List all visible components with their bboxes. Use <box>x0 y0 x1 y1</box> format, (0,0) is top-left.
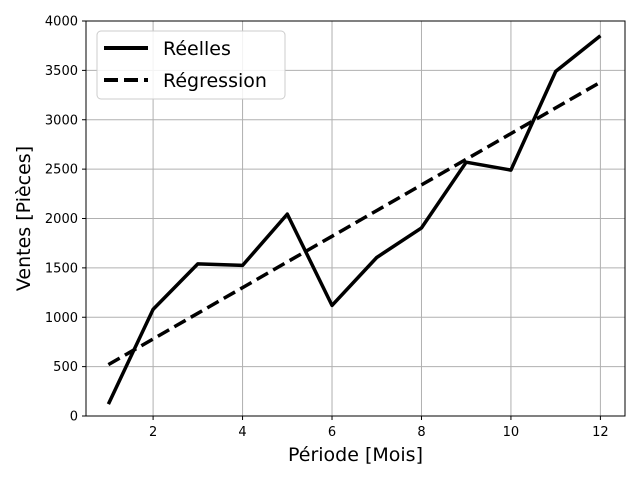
y-tick-label: 1500 <box>45 261 78 276</box>
legend-label-regression: Régression <box>163 70 267 92</box>
x-tick-label: 12 <box>592 425 609 440</box>
legend-label-reelles: Réelles <box>163 38 231 60</box>
y-tick-label: 3500 <box>45 64 78 79</box>
y-axis-ticks: 0 500 1000 1500 2000 2500 3000 3500 4000 <box>45 15 86 425</box>
series-line-regression <box>107 80 602 367</box>
y-tick-label: 4000 <box>45 15 78 30</box>
y-tick-label: 3000 <box>45 113 78 128</box>
x-axis-ticks: 2 4 6 8 10 12 <box>149 416 609 440</box>
x-tick-label: 4 <box>238 425 246 440</box>
y-axis-label: Ventes [Pièces] <box>13 146 35 291</box>
x-tick-label: 10 <box>503 425 520 440</box>
legend: Réelles Régression <box>96 30 286 100</box>
y-tick-label: 500 <box>53 360 78 375</box>
x-tick-label: 8 <box>417 425 425 440</box>
y-tick-label: 0 <box>70 410 78 425</box>
y-tick-label: 2500 <box>45 163 78 178</box>
x-tick-label: 6 <box>328 425 336 440</box>
series-lines <box>106 34 602 405</box>
x-axis-label: Période [Mois] <box>288 444 423 466</box>
y-tick-label: 2000 <box>45 212 78 227</box>
x-tick-label: 2 <box>149 425 157 440</box>
series-line-reelles <box>106 34 602 405</box>
y-tick-label: 1000 <box>45 311 78 326</box>
